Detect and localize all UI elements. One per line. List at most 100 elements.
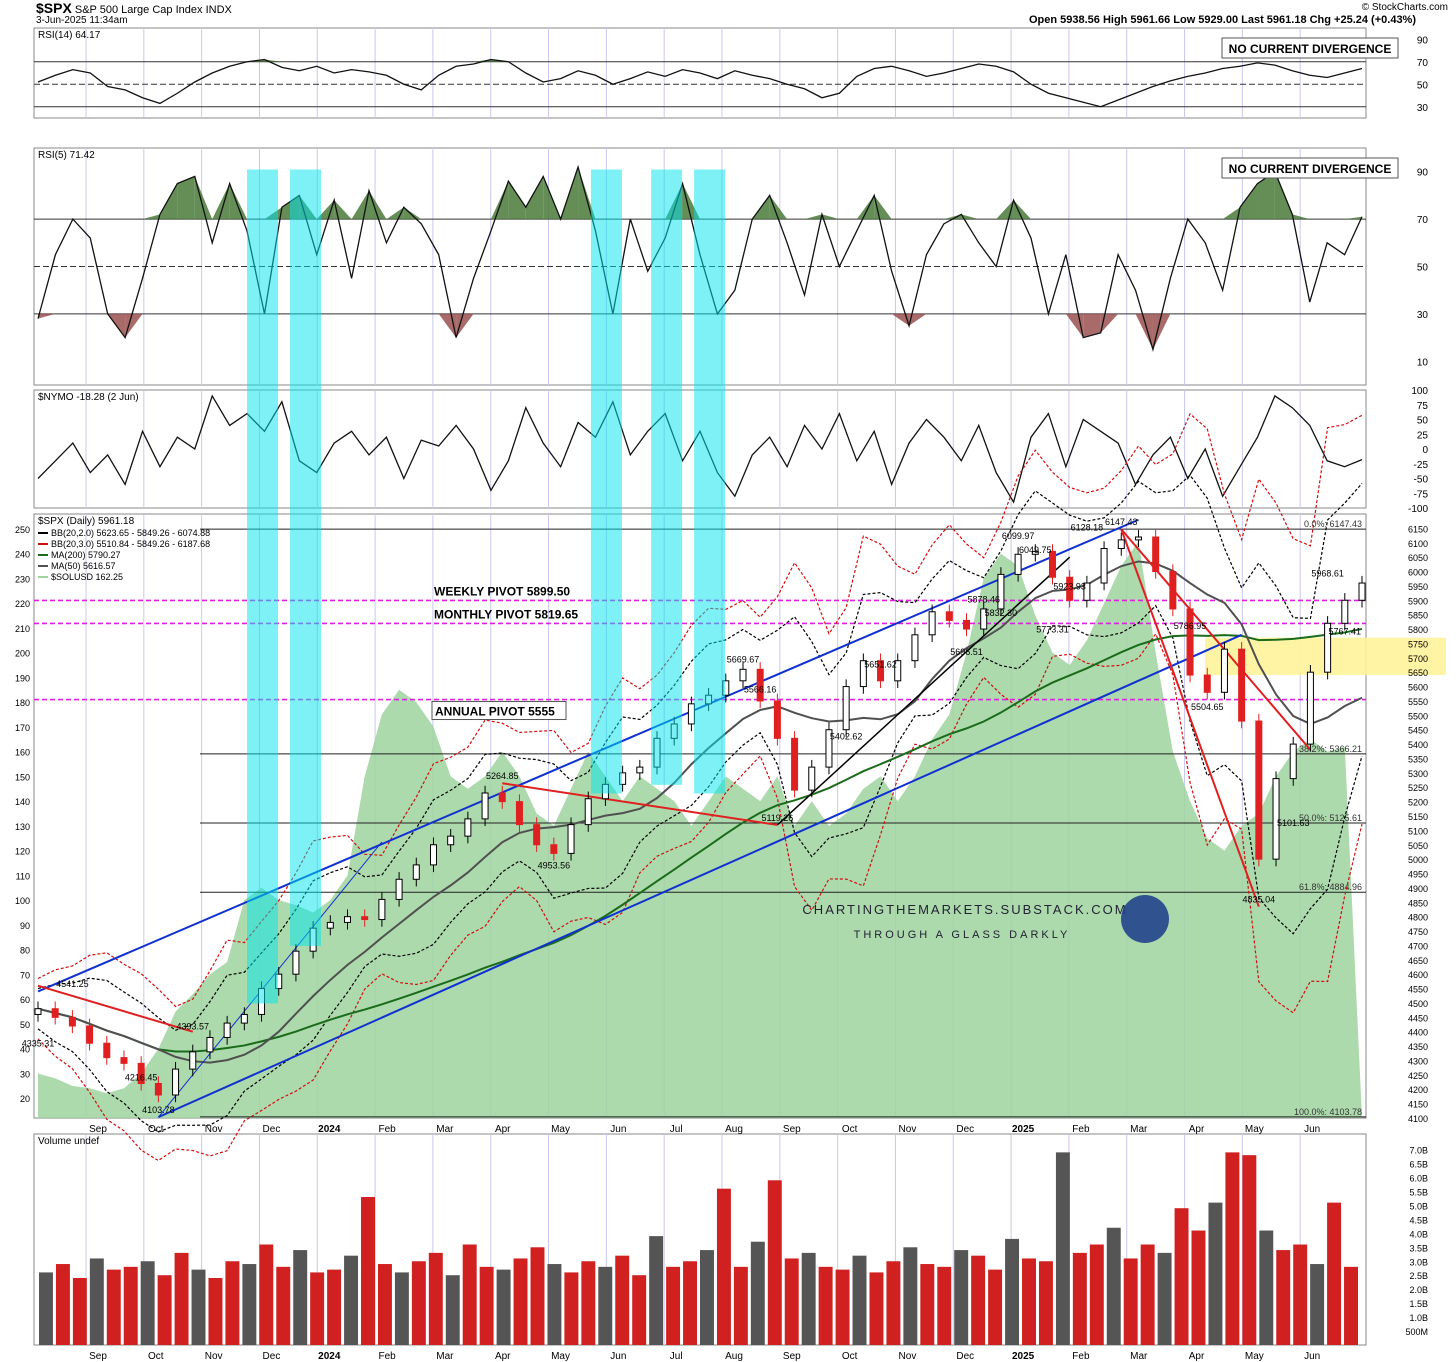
- price-annotation: 4216.45: [125, 1073, 158, 1083]
- overbought-fill: [1240, 183, 1258, 220]
- price-annotation: 5264.85: [486, 771, 519, 781]
- overbought-fill: [212, 183, 230, 220]
- volume-bar: [1259, 1230, 1274, 1345]
- volume-x-axis-label: Dec: [956, 1351, 974, 1362]
- overbought-fill: [508, 181, 526, 220]
- candle-body: [550, 844, 558, 854]
- price-tick-label: 4400: [1408, 1028, 1428, 1038]
- y-tick-label-nymo: -50: [1414, 475, 1429, 486]
- candle-body: [515, 801, 523, 826]
- price-tick-label: 6100: [1408, 539, 1428, 549]
- volume-x-axis-label: Mar: [1130, 1351, 1148, 1362]
- candle-body: [825, 729, 833, 768]
- x-axis-label: Jun: [610, 1124, 626, 1135]
- volume-bar: [72, 1278, 87, 1345]
- price-annotation: 5923.93: [1053, 581, 1086, 591]
- sol-tick-label: 100: [15, 896, 30, 906]
- volume-x-axis-label: Sep: [89, 1351, 107, 1362]
- price-annotation: 6099.97: [1002, 531, 1035, 541]
- candle-body: [1341, 599, 1349, 624]
- volume-bar: [140, 1261, 155, 1345]
- legend-entry: BB(20,2.0) 5623.65 - 5849.26 - 6074.88: [51, 528, 210, 538]
- overbought-fill: [1292, 214, 1310, 220]
- legend-entry: $SOLUSD 162.25: [51, 572, 123, 582]
- sol-tick-label: 60: [20, 995, 30, 1005]
- candle-body: [1186, 608, 1194, 676]
- pivot-label: ANNUAL PIVOT 5555: [435, 705, 555, 719]
- volume-bar: [1174, 1208, 1189, 1345]
- price-annotation: 5566.16: [744, 684, 777, 694]
- candle-body: [189, 1051, 197, 1070]
- volume-bar: [530, 1247, 545, 1345]
- volume-bar: [1089, 1244, 1104, 1345]
- sol-tick-label: 90: [20, 921, 30, 931]
- overbought-fill: [525, 176, 544, 220]
- divergence-note: NO CURRENT DIVERGENCE: [1229, 162, 1392, 176]
- y-tick-label-nymo: 75: [1417, 401, 1429, 412]
- volume-x-axis-label: Nov: [899, 1351, 917, 1362]
- candle-body: [86, 1025, 94, 1044]
- candle-body: [980, 608, 988, 630]
- volume-bar: [428, 1252, 443, 1345]
- y-tick-label-rsi14: 50: [1417, 80, 1429, 91]
- overbought-fill: [403, 207, 422, 220]
- volume-x-axis-label: Feb: [1072, 1351, 1090, 1362]
- candle-body: [1272, 778, 1280, 860]
- price-annotation: 4541.25: [56, 979, 89, 989]
- volume-bar: [750, 1241, 765, 1345]
- candle-body: [1220, 648, 1228, 693]
- y-tick-label-nymo: -75: [1414, 489, 1429, 500]
- price-tick-label: 5750: [1408, 639, 1428, 649]
- volume-bar: [276, 1266, 291, 1345]
- volume-bar: [1276, 1250, 1291, 1345]
- candle-body: [1203, 674, 1211, 693]
- price-tick-label: 5850: [1408, 611, 1428, 621]
- price-tick-label: 5250: [1408, 783, 1428, 793]
- price-tick-label: 4850: [1408, 898, 1428, 908]
- overbought-fill: [856, 195, 875, 220]
- sol-tick-label: 40: [20, 1045, 30, 1055]
- candle-body: [292, 950, 300, 975]
- candle-body: [1152, 536, 1160, 573]
- price-tick-label: 5650: [1408, 668, 1428, 678]
- sol-tick-label: 130: [15, 822, 30, 832]
- candle-body: [429, 844, 437, 866]
- x-axis-label: Jul: [670, 1124, 683, 1135]
- oversold-fill: [38, 313, 56, 319]
- sol-tick-label: 160: [15, 748, 30, 758]
- candle-body: [1134, 536, 1142, 541]
- sol-tick-label: 180: [15, 698, 30, 708]
- y-tick-label-nymo: 50: [1417, 416, 1429, 427]
- volume-x-axis-label: Jun: [1304, 1351, 1320, 1362]
- volume-bar: [1072, 1252, 1087, 1345]
- volume-bar: [344, 1255, 359, 1345]
- volume-bar: [1208, 1202, 1223, 1345]
- fib-level-label: 61.8%: 4884.96: [1299, 882, 1362, 892]
- candle-body: [120, 1057, 128, 1064]
- price-tick-label: 5700: [1408, 654, 1428, 664]
- volume-bar: [1123, 1258, 1138, 1345]
- overbought-fill: [769, 195, 788, 220]
- price-tick-label: 5600: [1408, 683, 1428, 693]
- candle-body: [567, 824, 575, 854]
- overbought-fill: [1344, 216, 1362, 220]
- volume-bar: [937, 1266, 952, 1345]
- price-tick-label: 5300: [1408, 769, 1428, 779]
- volume-bar: [683, 1261, 697, 1345]
- y-tick-label-nymo: 100: [1411, 386, 1428, 397]
- volume-bar: [1327, 1202, 1342, 1345]
- volume-x-axis-label: May: [1245, 1351, 1264, 1362]
- price-annotation: 5767.41: [1329, 626, 1362, 636]
- panel-frame-rsi14: [33, 27, 1367, 119]
- sol-tick-label: 210: [15, 624, 30, 634]
- volume-x-axis-label: Feb: [378, 1351, 396, 1362]
- volume-tick-label: 1.0B: [1409, 1313, 1428, 1323]
- volume-bar: [784, 1258, 799, 1345]
- volume-bar: [988, 1269, 1003, 1345]
- candle-body: [1117, 539, 1125, 550]
- sol-tick-label: 20: [20, 1094, 30, 1104]
- candle-body: [945, 611, 953, 621]
- volume-tick-label: 500M: [1405, 1327, 1428, 1337]
- x-axis-label: Nov: [899, 1124, 917, 1135]
- volume-x-axis-label: Aug: [725, 1351, 743, 1362]
